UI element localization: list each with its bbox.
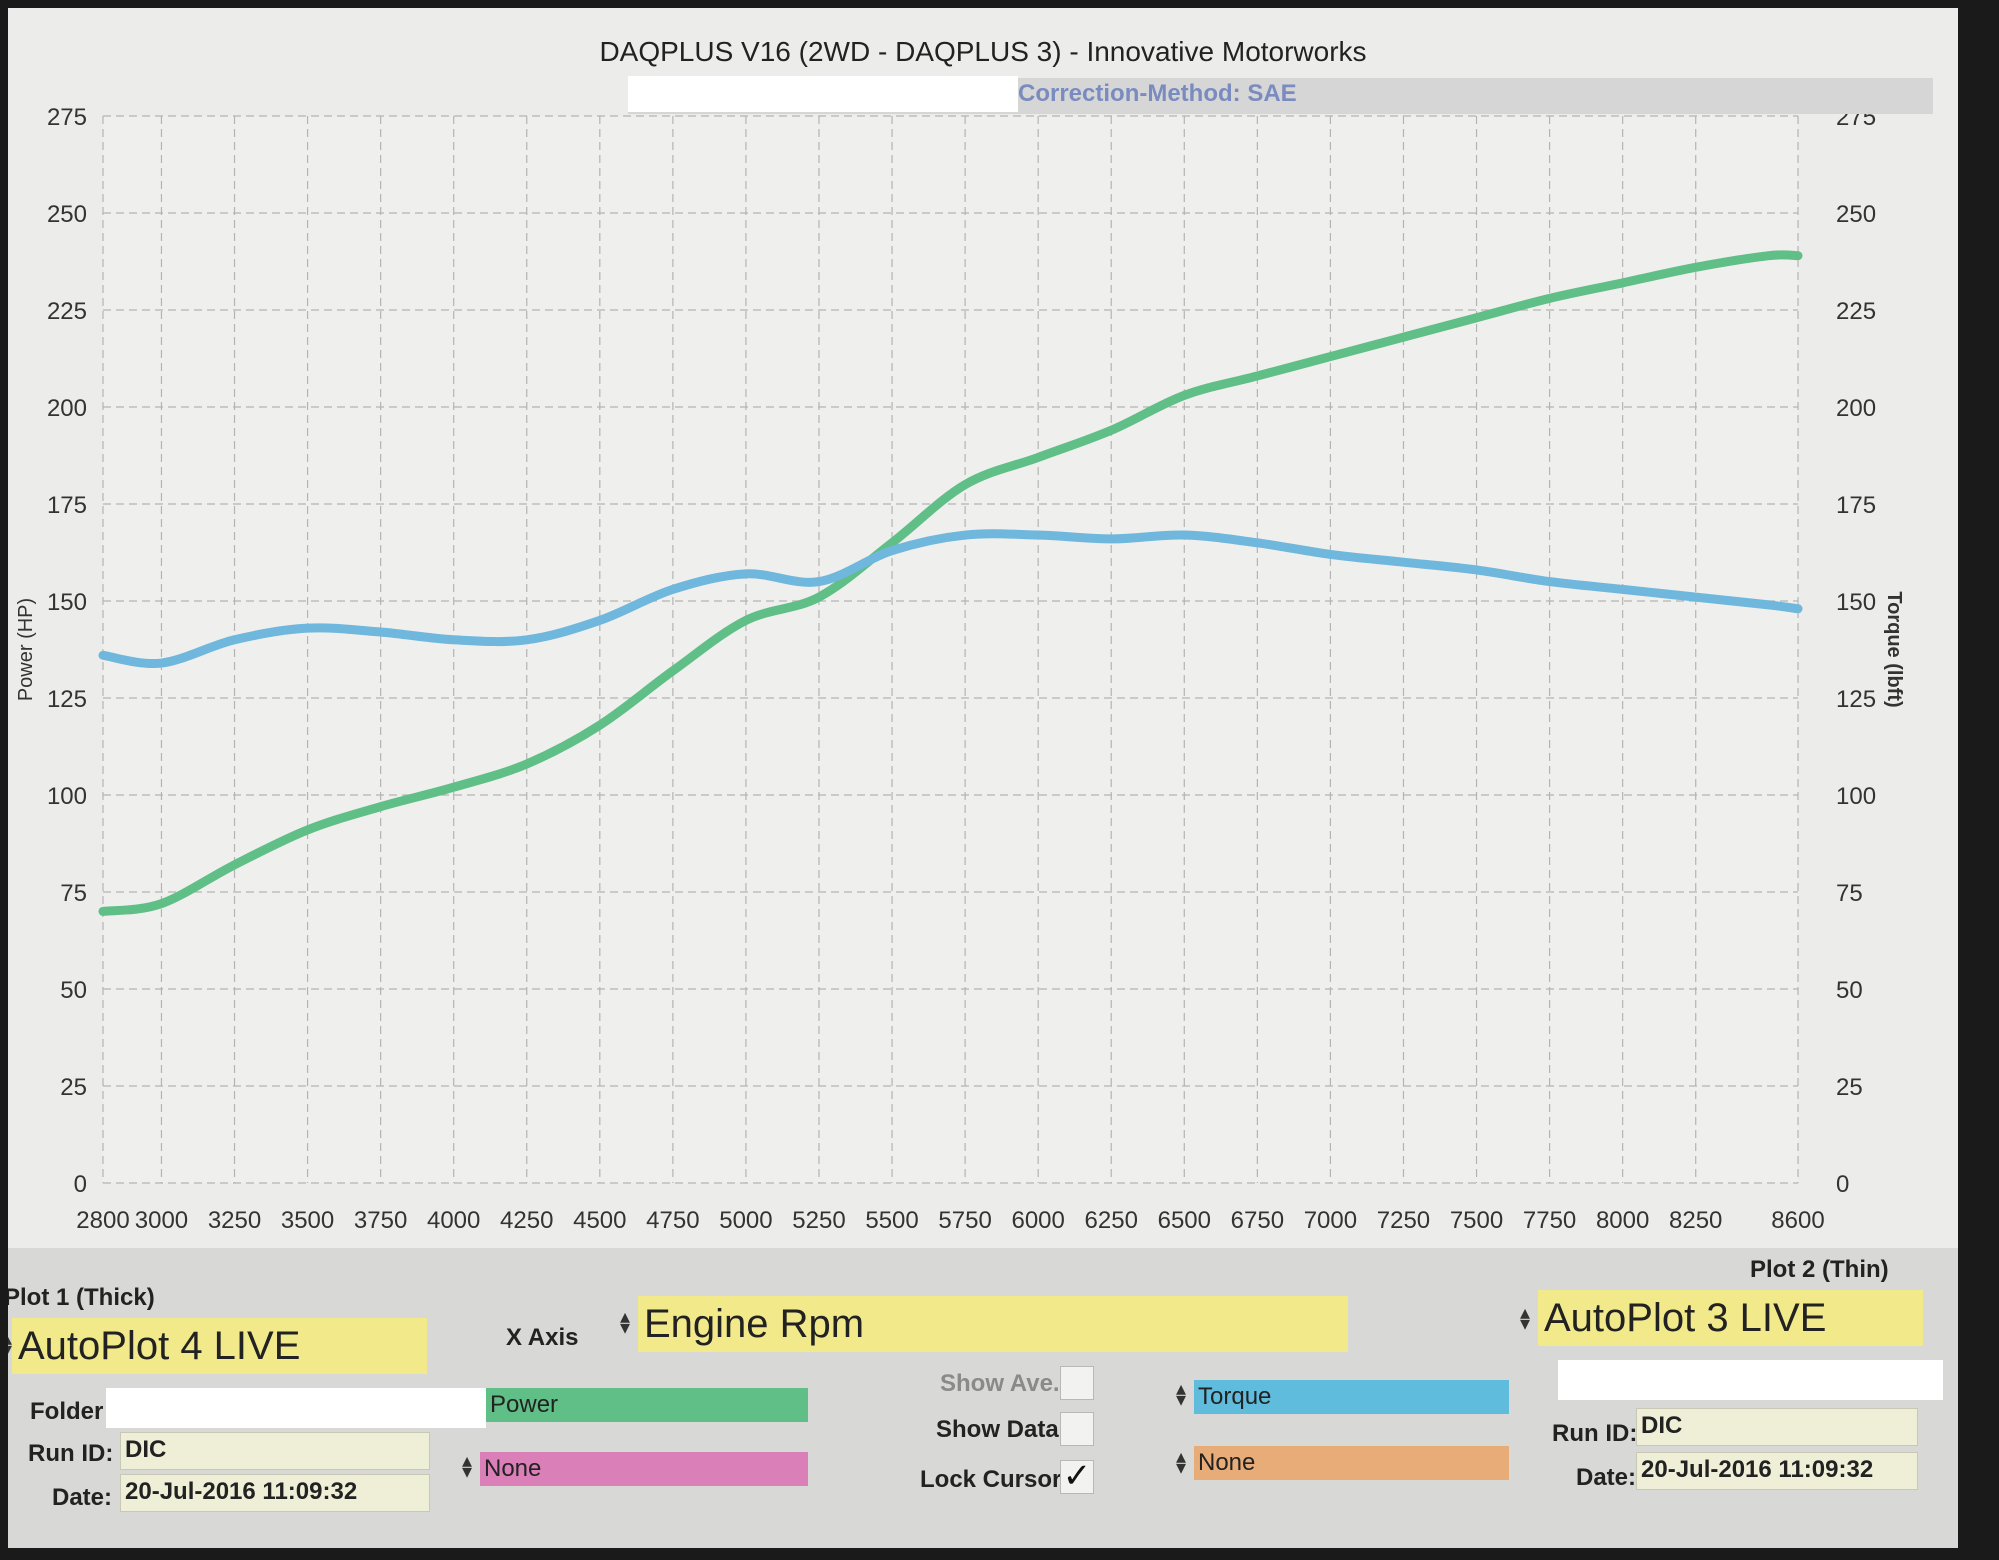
run-id2-field[interactable]: DIC xyxy=(1636,1408,1918,1446)
y2-tick-label: 50 xyxy=(1836,977,1863,1004)
plot2-select[interactable]: AutoPlot 3 LIVE xyxy=(1538,1290,1923,1346)
x-tick-label: 6750 xyxy=(1231,1207,1284,1234)
y2-tick-label: 175 xyxy=(1836,492,1876,519)
x-tick-label: 4250 xyxy=(500,1207,553,1234)
x-tick-label: 5250 xyxy=(792,1207,845,1234)
y-tick-label: 250 xyxy=(47,201,87,228)
x-tick-label: 3000 xyxy=(135,1207,188,1234)
x-tick-label: 2800 xyxy=(76,1207,129,1234)
plot1-spinner-icon[interactable]: ▴▾ xyxy=(8,1329,12,1360)
x-tick-label: 8250 xyxy=(1669,1207,1722,1234)
y-tick-label: 150 xyxy=(47,589,87,616)
plot1-label: Plot 1 (Thick) xyxy=(8,1284,155,1311)
y-tick-label: 200 xyxy=(47,395,87,422)
y2-tick-label: 250 xyxy=(1836,201,1876,228)
series-line-torque xyxy=(98,529,1803,669)
xaxis-label: X Axis xyxy=(506,1324,579,1351)
y-tick-label: 275 xyxy=(47,104,87,131)
x-tick-label: 8600 xyxy=(1771,1207,1824,1234)
xaxis-select[interactable]: Engine Rpm xyxy=(638,1296,1348,1352)
y-tick-label: 225 xyxy=(47,298,87,325)
plot2-channel2-spinner-icon[interactable]: ▴ ▾ xyxy=(1176,1446,1187,1479)
folder-field[interactable] xyxy=(106,1388,486,1428)
x-tick-label: 4500 xyxy=(573,1207,626,1234)
xaxis-spinner-icon[interactable]: ▴ ▾ xyxy=(620,1306,631,1339)
y2-tick-label: 200 xyxy=(1836,395,1876,422)
y2-tick-label: 125 xyxy=(1836,686,1876,713)
lock-cursor-checkbox[interactable]: ✓ xyxy=(1060,1457,1094,1495)
date2-field[interactable]: 20-Jul-2016 11:09:32 xyxy=(1636,1452,1918,1490)
show-ave-label: Show Ave. xyxy=(940,1370,1060,1397)
plot2-channel1-select[interactable]: Torque xyxy=(1194,1380,1509,1414)
correction-method: Correction-Method: SAE xyxy=(1018,80,1297,107)
y-tick-label: 25 xyxy=(60,1074,87,1101)
run-id-field[interactable]: DIC xyxy=(120,1432,430,1470)
x-tick-label: 6250 xyxy=(1085,1207,1138,1234)
y-tick-label: 75 xyxy=(60,880,87,907)
x-tick-label: 5500 xyxy=(865,1207,918,1234)
run-id-label: Run ID: xyxy=(28,1440,114,1467)
x-tick-label: 7500 xyxy=(1450,1207,1503,1234)
dyno-sheet: 0 0 25 25 50 50 75 75 100 100 125 125 150 150 175 175 20… xyxy=(8,8,1958,1548)
y2-tick-label: 25 xyxy=(1836,1074,1863,1101)
checkmark-icon: ✓ xyxy=(1062,1457,1092,1495)
show-data-checkbox[interactable] xyxy=(1060,1412,1094,1446)
show-data-label: Show Data xyxy=(936,1416,1059,1443)
plot2-label: Plot 2 (Thin) xyxy=(1750,1256,1889,1283)
y-tick-label: 0 xyxy=(74,1171,87,1198)
x-tick-label: 5750 xyxy=(938,1207,991,1234)
date2-label: Date: xyxy=(1576,1464,1637,1491)
plot1-channel2-select[interactable]: None xyxy=(480,1452,808,1486)
y2-tick-label: 0 xyxy=(1836,1171,1849,1198)
chart-title: DAQPLUS V16 (2WD - DAQPLUS 3) - Innovati… xyxy=(599,36,1367,67)
plot1-channel2-spinner-icon[interactable]: ▴ ▾ xyxy=(462,1450,473,1483)
x-tick-label: 8000 xyxy=(1596,1207,1649,1234)
x-tick-label: 7000 xyxy=(1304,1207,1357,1234)
y-tick-label: 50 xyxy=(60,977,87,1004)
x-tick-label: 3750 xyxy=(354,1207,407,1234)
plot1-select[interactable]: AutoPlot 4 LIVE xyxy=(12,1318,427,1374)
dyno-chart: 0 0 25 25 50 50 75 75 100 100 125 125 150 150 175 175 20… xyxy=(15,104,1905,1234)
run-id2-label: Run ID: xyxy=(1552,1420,1638,1447)
y-tick-label: 100 xyxy=(47,783,87,810)
x-tick-label: 7750 xyxy=(1523,1207,1576,1234)
plot2-spinner-icon[interactable]: ▴ ▾ xyxy=(1520,1302,1531,1335)
y-tick-label: 175 xyxy=(47,492,87,519)
lock-cursor-label: Lock Cursor xyxy=(920,1466,1062,1493)
y2-axis-label: Torque (lbft) xyxy=(1883,591,1905,707)
plot1-channel1-select[interactable]: Power xyxy=(486,1388,808,1422)
y2-tick-label: 100 xyxy=(1836,783,1876,810)
x-tick-label: 6500 xyxy=(1158,1207,1211,1234)
x-tick-label: 6000 xyxy=(1011,1207,1064,1234)
plot-area xyxy=(103,116,1798,1183)
redacted-field xyxy=(1558,1360,1943,1400)
x-tick-label: 4750 xyxy=(646,1207,699,1234)
x-tick-label: 5000 xyxy=(719,1207,772,1234)
y-axis-label: Power (HP) xyxy=(15,598,37,701)
date-field[interactable]: 20-Jul-2016 11:09:32 xyxy=(120,1474,430,1512)
x-tick-label: 4000 xyxy=(427,1207,480,1234)
show-ave-checkbox[interactable] xyxy=(1060,1366,1094,1400)
control-panel: Plot 1 (Thick) ▴▾ AutoPlot 4 LIVE X Axis… xyxy=(8,1248,1958,1548)
y2-tick-label: 75 xyxy=(1836,880,1863,907)
date-label: Date: xyxy=(52,1484,113,1511)
x-tick-label: 7250 xyxy=(1377,1207,1430,1234)
folder-label: Folder xyxy=(30,1398,104,1425)
y-tick-label: 125 xyxy=(47,686,87,713)
y2-tick-label: 225 xyxy=(1836,298,1876,325)
y2-tick-label: 150 xyxy=(1836,589,1876,616)
redacted-box xyxy=(628,76,1018,112)
plot2-channel1-spinner-icon[interactable]: ▴ ▾ xyxy=(1176,1378,1187,1411)
x-tick-label: 3250 xyxy=(208,1207,261,1234)
plot2-channel2-select[interactable]: None xyxy=(1194,1446,1509,1480)
series-line-power xyxy=(98,250,1803,916)
x-tick-label: 3500 xyxy=(281,1207,334,1234)
